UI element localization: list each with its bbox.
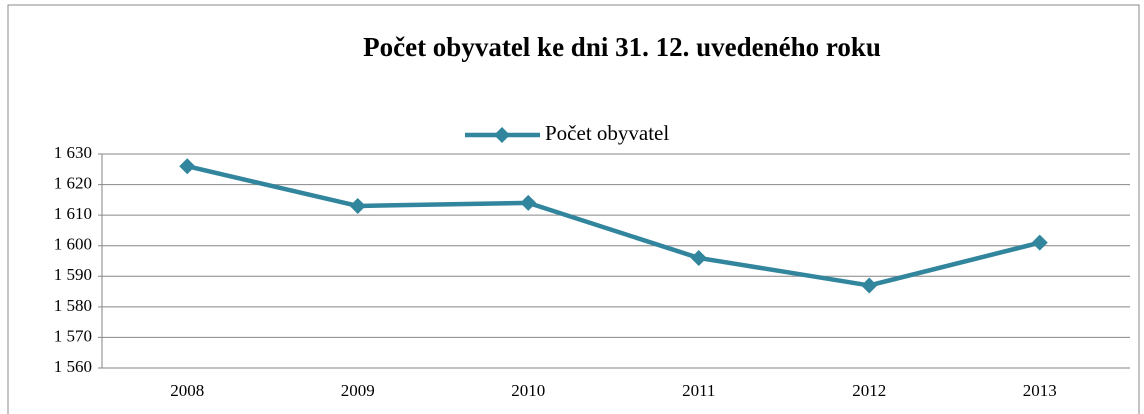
- x-tick-label: 2010: [511, 381, 545, 400]
- y-tick-label: 1 570: [54, 326, 92, 345]
- chart-border: [7, 4, 1140, 414]
- x-tick-label: 2009: [341, 381, 375, 400]
- x-tick-label: 2012: [852, 381, 886, 400]
- legend-label: Počet obyvatel: [545, 121, 669, 145]
- x-tick-label: 2008: [170, 381, 204, 400]
- data-point: [1031, 234, 1048, 251]
- chart-title: Počet obyvatel ke dni 31. 12. uvedeného …: [363, 32, 881, 62]
- y-tick-label: 1 600: [54, 235, 92, 254]
- y-tick-label: 1 630: [54, 143, 92, 162]
- data-point: [349, 197, 366, 214]
- data-point: [520, 194, 537, 211]
- data-point: [861, 277, 878, 294]
- data-point: [179, 158, 196, 175]
- series-line: [186, 164, 1041, 288]
- y-tick-label: 1 560: [54, 357, 92, 376]
- y-tick-label: 1 620: [54, 173, 92, 192]
- y-tick-label: 1 590: [54, 265, 92, 284]
- x-tick-label: 2013: [1023, 381, 1057, 400]
- y-tick-label: 1 610: [54, 204, 92, 223]
- data-point: [690, 249, 707, 266]
- legend-marker: [494, 127, 510, 143]
- y-tick-label: 1 580: [54, 296, 92, 315]
- x-tick-label: 2011: [682, 381, 715, 400]
